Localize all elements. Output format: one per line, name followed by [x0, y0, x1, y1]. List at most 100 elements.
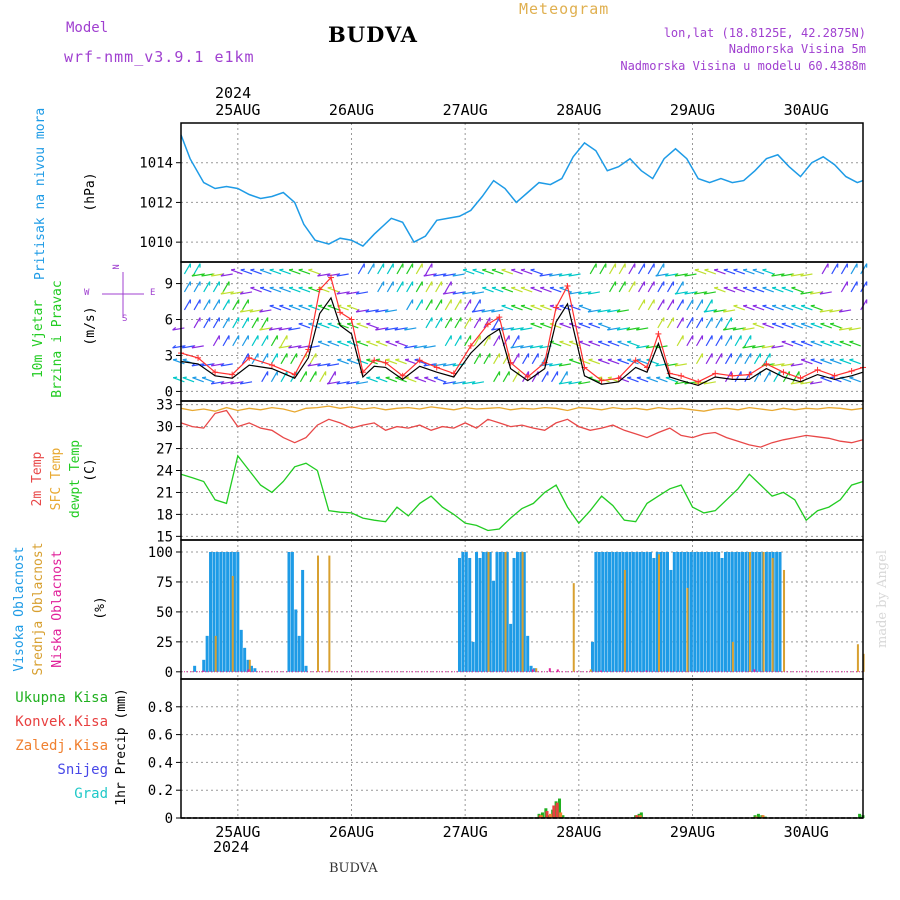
wind-arrow-head [780, 362, 785, 367]
wind-arrow [609, 263, 617, 275]
wind-arrow [396, 263, 404, 275]
wind-arrow-head [491, 286, 497, 289]
wind-arrow [425, 317, 433, 329]
wind-arrow [618, 263, 626, 275]
wind-arrow [501, 287, 514, 293]
wind-arrow [337, 341, 349, 347]
wind-arrow-head [839, 358, 844, 361]
wind-arrow [715, 353, 723, 365]
wind-arrow [415, 299, 423, 311]
wind-arrow-head [588, 358, 593, 361]
wind-arrow [308, 305, 320, 311]
wind-arrow [598, 359, 610, 365]
wind-arrow [356, 291, 369, 295]
precip-stratiform-bar [539, 815, 543, 818]
wind-arrow [694, 269, 707, 275]
wind-arrow-head [288, 304, 294, 307]
cloud-high-bar [645, 551, 649, 672]
wind-arrow-head [172, 327, 177, 331]
wind-arrow-head [259, 268, 265, 271]
wind-arrow-head [482, 268, 487, 271]
wind-arrow [259, 269, 272, 275]
wind-arrow-head [210, 273, 215, 277]
wind-arrow-head [414, 376, 419, 379]
wind-arrow-head [491, 268, 497, 271]
wind-arrow [829, 323, 842, 329]
wind-arrow [734, 335, 742, 347]
wind-arrow [530, 269, 543, 275]
wind-arrow [530, 287, 543, 293]
wind-arrow-head [491, 327, 495, 331]
wind-arrow-head [501, 304, 506, 307]
cloud-high-bar [249, 665, 253, 672]
wind-arrow [599, 263, 607, 275]
wind-arrow [452, 291, 465, 295]
date-tick-bottom: 29AUG [670, 823, 715, 841]
wind-arrow [307, 363, 320, 367]
wind-arrow [346, 305, 359, 311]
wind-arrow [558, 381, 571, 385]
cloud-high-bar [659, 551, 663, 672]
wind-arrow [183, 281, 191, 293]
wind-arrow-head [549, 273, 553, 277]
wind-arrow [674, 291, 687, 295]
cloud-high-bar [683, 551, 687, 672]
wind-arrow [346, 341, 359, 347]
wind-arrow [471, 381, 485, 385]
wind-arrow [636, 345, 649, 349]
wind-arrow [443, 381, 456, 385]
wind-arrow [222, 335, 230, 347]
wind-arrow [734, 371, 742, 383]
wind-arrow-head [780, 273, 785, 277]
wind-arrow-head [182, 358, 187, 361]
cloud-high-bar [502, 551, 506, 672]
wind-arrow-head [752, 322, 757, 325]
wind-arrow [848, 327, 861, 331]
precip-y-tick-label: 0.4 [148, 755, 173, 771]
wind-arrow [627, 341, 639, 347]
cloud-high-bar [730, 551, 734, 672]
wind-arrow-head [791, 340, 796, 343]
wind-arrow [308, 287, 320, 293]
wind-arrow [511, 287, 523, 293]
wind-arrow [705, 317, 713, 329]
wind-arrow [241, 317, 249, 329]
wind-arrow [462, 291, 475, 295]
wind-arrow-head [617, 358, 622, 361]
wind-arrow [385, 377, 398, 383]
wind-arrow [520, 305, 533, 311]
wind-arrow [201, 273, 214, 277]
wind-arrow [493, 371, 501, 383]
wind-arrow-head [693, 291, 698, 295]
wind-arrow-head [674, 273, 679, 277]
wind-arrow-head [809, 291, 814, 295]
wind-arrow-head [191, 273, 196, 277]
wind-arrow [781, 323, 794, 329]
wind-arrow [626, 327, 639, 331]
wind-arrow-head [636, 358, 641, 361]
cloud-high-bar [696, 551, 700, 672]
wind-arrow-head [830, 358, 835, 361]
wind-arrow [424, 377, 436, 383]
wind-arrow-head [336, 380, 341, 385]
wind-arrow-head [722, 327, 727, 331]
wind-arrow [336, 291, 349, 295]
wind-arrow [598, 341, 610, 347]
wind-arrow [464, 317, 472, 329]
wind-arrow-head [559, 322, 564, 325]
cloud-high-bar [522, 551, 526, 672]
cloud-mid-bar [771, 557, 774, 672]
wind-arrow [423, 273, 436, 277]
precip-convective-bar [552, 805, 556, 818]
wind-arrow-head [568, 380, 573, 385]
wind-arrow-head [655, 362, 660, 367]
precip-label-strat: Zaledj.Kisa [15, 738, 108, 754]
compass-w: W [84, 288, 90, 298]
wind-arrow [724, 353, 732, 365]
wind-arrow [435, 281, 443, 293]
cloud-high-bar [669, 569, 673, 672]
wind-arrow [607, 359, 620, 365]
wind-arrow [840, 281, 848, 293]
wind-arrow [617, 359, 630, 365]
cloud-high-bar [706, 551, 710, 672]
